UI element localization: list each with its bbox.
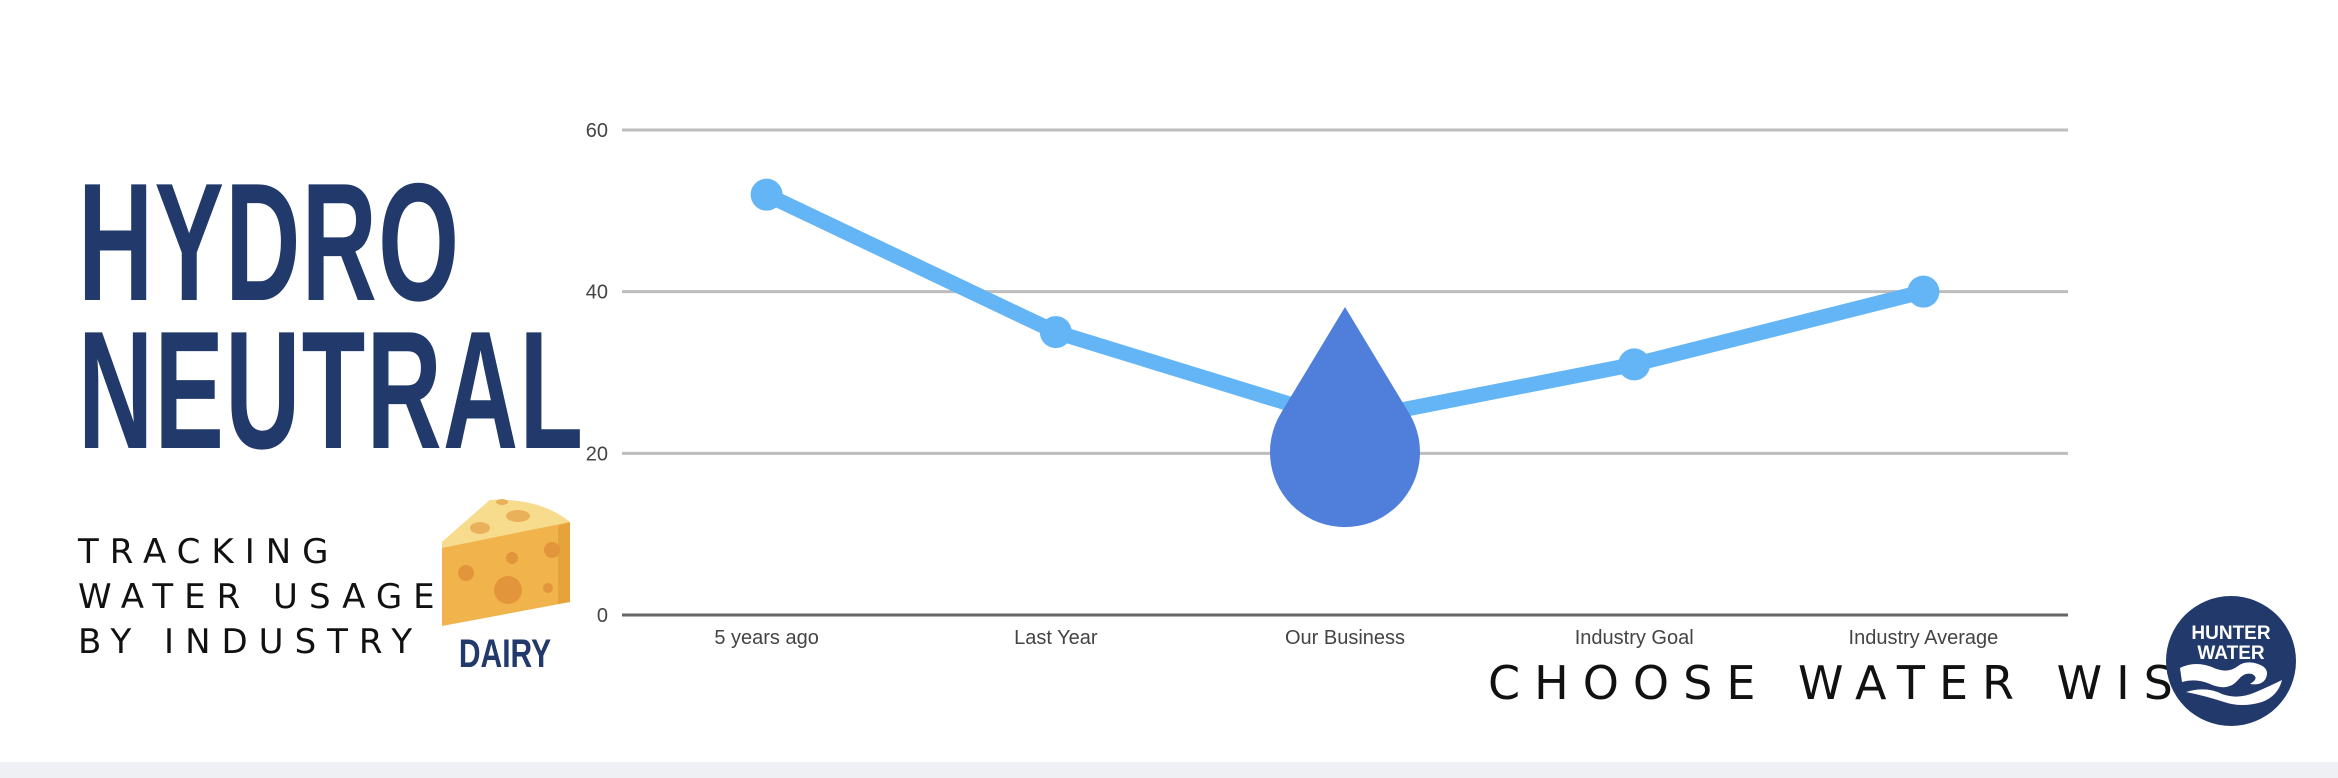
subtitle: TRACKING WATER USAGE BY INDUSTRY [78, 530, 446, 665]
x-tick-label: Our Business [1285, 627, 1405, 649]
water-drop-icon [1270, 307, 1420, 528]
x-tick-label: 5 years ago [714, 627, 819, 649]
logo-text: HUNTER WATER [2166, 624, 2296, 664]
hunter-water-logo: HUNTER WATER [2166, 596, 2296, 726]
point-markers [750, 178, 1940, 381]
x-tick-label: Industry Goal [1575, 627, 1694, 649]
logo-line-2: WATER [2197, 643, 2265, 664]
subtitle-line-2: WATER USAGE [78, 577, 446, 617]
logo-line-1: HUNTER [2191, 623, 2271, 644]
industry-label: DAIRY [458, 632, 552, 676]
x-axis-ticks: 5 years ago Last Year Our Business Industry… [714, 627, 1998, 649]
y-tick-label: 20 [586, 443, 608, 465]
y-tick-label: 0 [597, 605, 608, 627]
title-line-1: HYDRO [78, 148, 461, 336]
x-tick-label: Industry Average [1849, 627, 1999, 649]
subtitle-line-1: TRACKING [78, 532, 340, 572]
y-axis-ticks: 0 20 40 60 [586, 120, 608, 627]
slogan: CHOOSE WATER WISE [1488, 656, 2230, 710]
data-point [1039, 316, 1072, 349]
y-tick-label: 60 [586, 120, 608, 142]
page-title: HYDRO NEUTRAL [78, 148, 598, 474]
x-tick-label: Last Year [1014, 627, 1098, 649]
data-point [1618, 348, 1651, 381]
data-point [750, 178, 783, 211]
wave-icon [2180, 662, 2282, 705]
bottom-strip [0, 762, 2338, 778]
data-point [1907, 275, 1940, 308]
subtitle-line-3: BY INDUSTRY [78, 622, 424, 662]
y-tick-label: 40 [586, 282, 608, 304]
cheese-icon [442, 499, 570, 626]
